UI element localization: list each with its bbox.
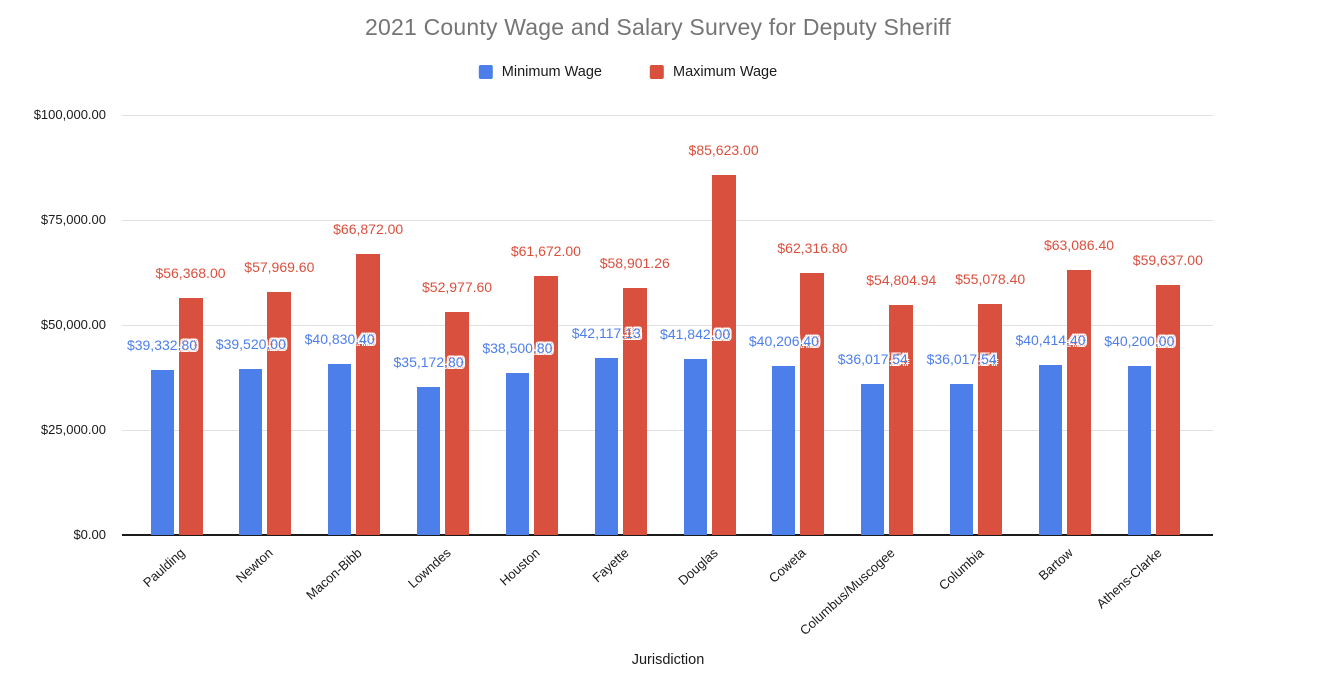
value-label-maximum-wage-fayette: $58,901.26 bbox=[599, 254, 670, 271]
value-label-maximum-wage-newton: $57,969.60 bbox=[244, 258, 315, 275]
value-label-minimum-wage-houston: $38,500.80 bbox=[482, 340, 553, 357]
value-label-minimum-wage-paulding: $39,332.80 bbox=[126, 336, 198, 353]
bar-maximum-wage-fayette bbox=[622, 287, 647, 535]
bar-minimum-wage-lowndes bbox=[417, 387, 441, 535]
value-label-minimum-wage-columbus-muscogee: $36,017.54 bbox=[837, 350, 908, 367]
bar-minimum-wage-athens-clarke bbox=[1127, 366, 1151, 535]
y-tick-label-75000: $75,000.00 bbox=[40, 212, 106, 227]
value-label-maximum-wage-columbus-muscogee: $54,804.94 bbox=[866, 271, 937, 288]
bar-maximum-wage-paulding bbox=[178, 298, 203, 535]
value-label-maximum-wage-douglas: $85,623.00 bbox=[688, 142, 759, 159]
value-label-minimum-wage-athens-clarke: $40,200.00 bbox=[1104, 333, 1175, 350]
chart-title: 2021 County Wage and Salary Survey for D… bbox=[365, 14, 951, 40]
bar-maximum-wage-macon-bibb bbox=[356, 254, 381, 535]
bar-minimum-wage-coweta bbox=[772, 366, 796, 535]
value-label-minimum-wage-fayette: $42,117.13 bbox=[571, 325, 641, 342]
bar-minimum-wage-columbus-muscogee bbox=[861, 383, 885, 535]
bar-maximum-wage-columbus-muscogee bbox=[889, 304, 914, 535]
gridline-100000 bbox=[122, 115, 1213, 116]
value-label-maximum-wage-athens-clarke: $59,637.00 bbox=[1132, 251, 1203, 268]
value-label-maximum-wage-lowndes: $52,977.60 bbox=[422, 279, 493, 296]
legend-label-maximum-wage: Maximum Wage bbox=[672, 64, 778, 80]
bar-maximum-wage-coweta bbox=[800, 273, 825, 535]
value-label-minimum-wage-bartow: $40,414.40 bbox=[1015, 332, 1086, 349]
bar-maximum-wage-douglas bbox=[711, 175, 736, 535]
y-tick-label-100000: $100,000.00 bbox=[33, 107, 106, 122]
bar-maximum-wage-bartow bbox=[1067, 270, 1091, 535]
value-label-maximum-wage-houston: $61,672.00 bbox=[510, 242, 581, 259]
gridline-25000 bbox=[122, 430, 1213, 431]
value-label-maximum-wage-macon-bibb: $66,872.00 bbox=[333, 221, 404, 238]
bar-maximum-wage-houston bbox=[533, 275, 558, 535]
bar-maximum-wage-athens-clarke bbox=[1155, 284, 1180, 535]
value-label-minimum-wage-newton: $39,520.00 bbox=[215, 336, 286, 353]
bar-minimum-wage-paulding bbox=[150, 369, 174, 535]
bar-minimum-wage-bartow bbox=[1039, 365, 1062, 535]
bar-minimum-wage-macon-bibb bbox=[328, 363, 352, 535]
bar-minimum-wage-houston bbox=[505, 373, 529, 535]
chart-legend: Minimum Wage Maximum Wage bbox=[478, 64, 778, 80]
value-label-maximum-wage-bartow: $63,086.40 bbox=[1043, 237, 1115, 254]
bar-maximum-wage-columbia bbox=[978, 303, 1003, 535]
y-tick-label-50000: $50,000.00 bbox=[40, 317, 106, 332]
value-label-minimum-wage-lowndes: $35,172.80 bbox=[393, 354, 464, 371]
value-label-maximum-wage-coweta: $62,316.80 bbox=[777, 240, 848, 257]
bar-minimum-wage-newton bbox=[239, 369, 263, 535]
bar-minimum-wage-douglas bbox=[683, 359, 707, 535]
gridline-50000 bbox=[122, 325, 1213, 326]
legend-item-minimum-wage: Minimum Wage bbox=[478, 64, 602, 80]
bar-maximum-wage-newton bbox=[267, 291, 292, 535]
legend-swatch-minimum-wage-icon bbox=[478, 65, 493, 79]
value-label-maximum-wage-paulding: $56,368.00 bbox=[155, 265, 226, 282]
x-axis-line bbox=[122, 534, 1213, 536]
bar-maximum-wage-lowndes bbox=[445, 312, 470, 535]
y-tick-label-0: $0.00 bbox=[73, 527, 106, 542]
value-label-minimum-wage-douglas: $41,842.00 bbox=[660, 326, 731, 343]
value-label-maximum-wage-columbia: $55,078.40 bbox=[955, 270, 1026, 287]
legend-swatch-maximum-wage-icon bbox=[649, 65, 664, 79]
legend-label-minimum-wage: Minimum Wage bbox=[501, 64, 602, 80]
value-label-minimum-wage-macon-bibb: $40,830.40 bbox=[304, 330, 375, 347]
value-label-minimum-wage-coweta: $40,206.40 bbox=[748, 333, 819, 350]
x-axis-title: Jurisdiction bbox=[631, 652, 705, 668]
value-label-minimum-wage-columbia: $36,017.54 bbox=[926, 350, 997, 367]
gridline-75000 bbox=[122, 220, 1213, 221]
y-tick-label-25000: $25,000.00 bbox=[40, 422, 106, 437]
bar-minimum-wage-columbia bbox=[950, 383, 974, 535]
bar-minimum-wage-fayette bbox=[594, 358, 618, 535]
legend-item-maximum-wage: Maximum Wage bbox=[649, 64, 778, 80]
